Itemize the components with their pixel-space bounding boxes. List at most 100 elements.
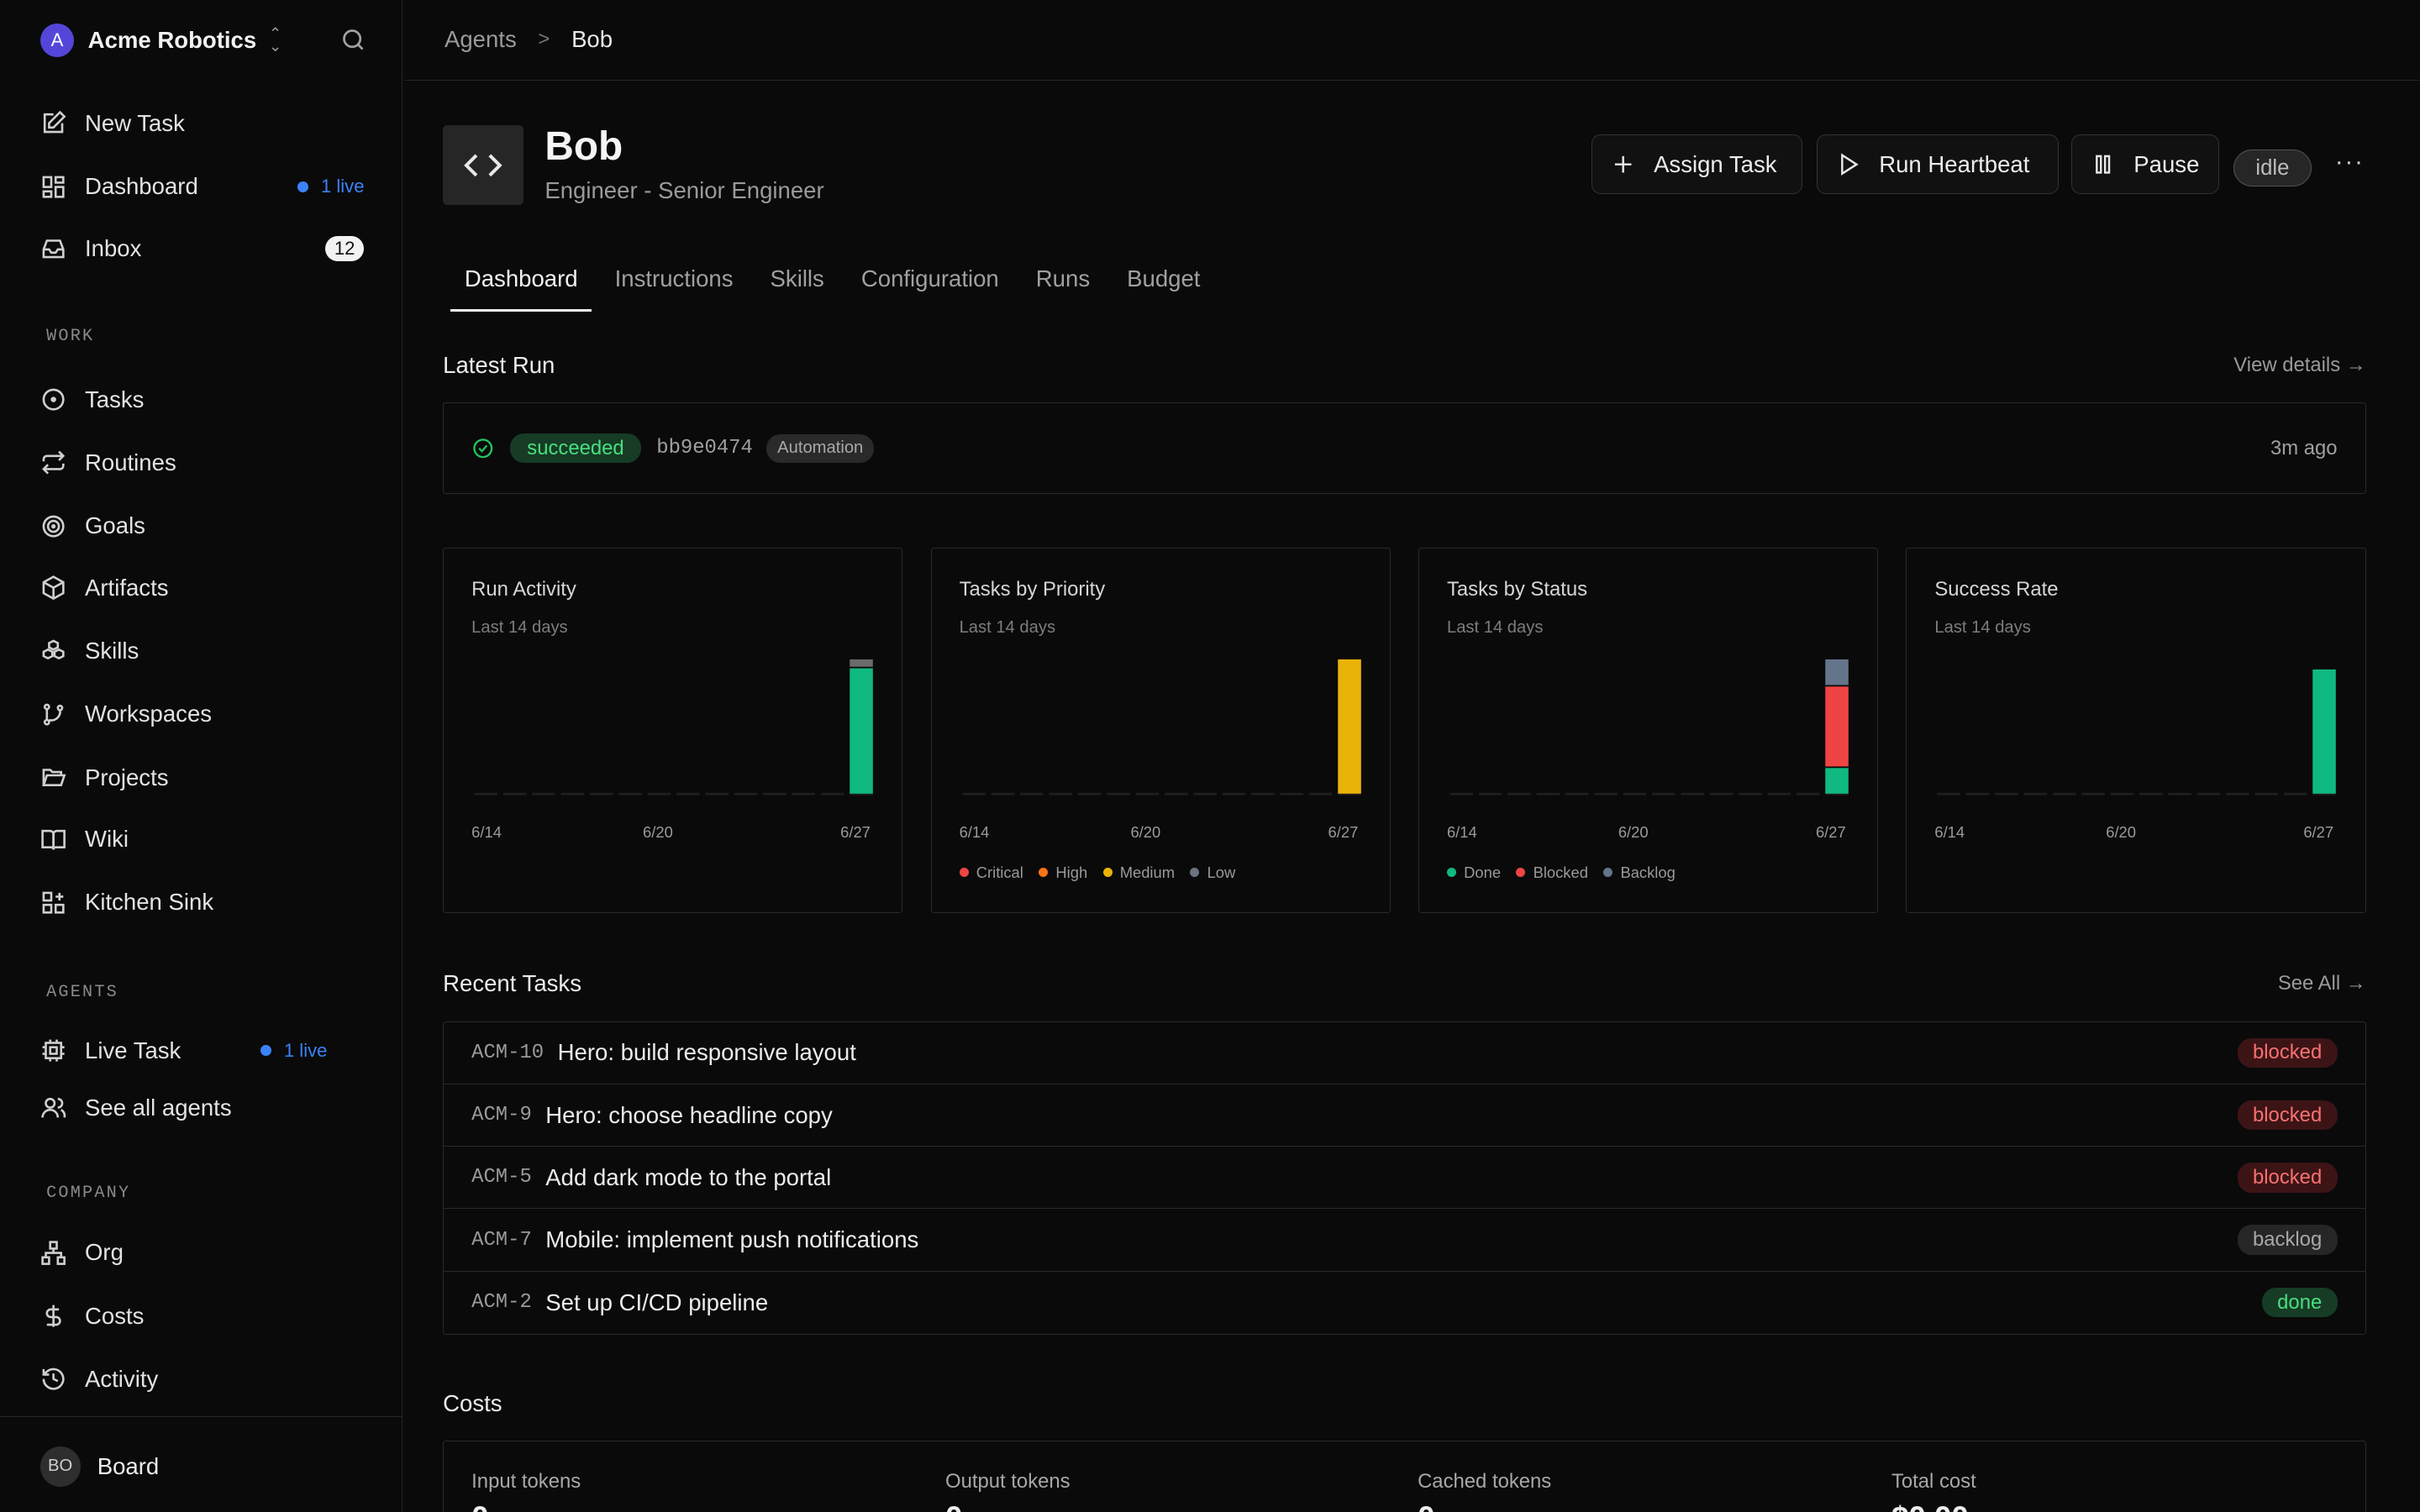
bar-baseline [2312, 793, 2337, 795]
status-badge: backlog [2237, 1225, 2338, 1255]
bar-baseline [1135, 793, 1159, 795]
nav-label: Inbox [85, 234, 142, 261]
tab-skills[interactable]: Skills [770, 265, 824, 291]
bar-baseline [1681, 793, 1704, 795]
tab-budget[interactable]: Budget [1127, 265, 1201, 291]
run-heartbeat-button[interactable]: Run Heartbeat [1816, 134, 2060, 195]
nav-goals[interactable]: Goals [40, 509, 365, 543]
legend-dot [1190, 868, 1200, 878]
total-cost-value: $0.00 [1891, 1500, 1969, 1512]
page-title: Bob [544, 123, 623, 169]
table-row[interactable]: ACM-5 Add dark mode to the portal blocke… [444, 1147, 2365, 1210]
bar-baseline [1966, 793, 1990, 795]
bar-baseline [1077, 793, 1102, 795]
x-tick-label: 6/27 [840, 822, 871, 841]
task-id: ACM-9 [471, 1104, 532, 1127]
nav-label: New Task [85, 109, 185, 136]
bar-baseline [821, 793, 844, 795]
live-indicator: 1 live [260, 1040, 327, 1062]
view-details-link[interactable]: View details → [2233, 353, 2366, 376]
run-time: 3m ago [2270, 436, 2338, 459]
bar-baseline [2139, 793, 2163, 795]
legend-label: High [1055, 863, 1088, 881]
history-icon [42, 1368, 65, 1390]
chart-title: Tasks by Status [1446, 577, 1588, 601]
table-row[interactable]: ACM-7 Mobile: implement push notificatio… [444, 1209, 2365, 1272]
avatar: BO [39, 1446, 81, 1487]
assign-task-button[interactable]: Assign Task [1591, 134, 1803, 195]
bar-baseline [1623, 793, 1647, 795]
nav-wiki[interactable]: Wiki [40, 822, 365, 856]
nav-label: Activity [85, 1366, 159, 1392]
code-icon [464, 154, 502, 176]
legend-dot [1446, 868, 1456, 878]
bar-baseline [474, 793, 498, 795]
nav-projects[interactable]: Projects [40, 760, 365, 794]
nav-tasks[interactable]: Tasks [40, 383, 365, 417]
nav-skills[interactable]: Skills [40, 634, 365, 668]
x-tick-label: 6/27 [1328, 822, 1359, 841]
legend-label: Done [1464, 863, 1502, 881]
bar-baseline [1565, 793, 1589, 795]
table-row[interactable]: ACM-9 Hero: choose headline copy blocked [444, 1084, 2365, 1147]
see-all-link[interactable]: See All → [2277, 972, 2366, 995]
bar-baseline [991, 793, 1014, 795]
workspace-avatar: A [39, 23, 75, 57]
bar-baseline [1825, 793, 1849, 795]
x-tick-label: 6/27 [2303, 822, 2334, 841]
target-icon [42, 515, 65, 538]
pause-icon [2095, 155, 2111, 174]
bar-baseline [1049, 793, 1072, 795]
nav-costs[interactable]: Costs [40, 1299, 365, 1333]
nav-inbox[interactable]: Inbox 12 [40, 232, 365, 265]
nav-dashboard[interactable]: Dashboard 1 live [40, 170, 364, 203]
legend-item: Blocked [1516, 864, 1588, 882]
x-tick-label: 6/20 [2106, 822, 2136, 841]
pause-button[interactable]: Pause [2070, 134, 2220, 195]
chart-plot [1449, 659, 1849, 795]
nav-org[interactable]: Org [40, 1236, 365, 1269]
status-badge: idle [2233, 150, 2312, 187]
nav-see-all-agents[interactable]: See all agents [40, 1091, 365, 1125]
bar-baseline [532, 793, 555, 795]
bar-baseline [2284, 793, 2307, 795]
users-icon [41, 1098, 66, 1118]
breadcrumb-agents[interactable]: Agents [444, 26, 517, 53]
table-row[interactable]: ACM-2 Set up CI/CD pipeline done [444, 1272, 2365, 1334]
nav-live-task[interactable]: Live Task 1 live [40, 1034, 327, 1068]
chart-legend: Critical High Medium Low [959, 863, 1251, 882]
tab-runs[interactable]: Runs [1035, 265, 1091, 291]
nav-routines[interactable]: Routines [40, 446, 365, 480]
board-user[interactable]: BO Board [39, 1446, 159, 1487]
bar-baseline [1478, 793, 1502, 795]
legend-label: Low [1207, 863, 1236, 881]
chart-plot [1937, 669, 2337, 795]
nav-new-task[interactable]: New Task [40, 107, 365, 140]
play-icon [1840, 153, 1859, 176]
nav-label: Workspaces [85, 701, 213, 727]
bar-baseline [2254, 793, 2279, 795]
task-title: Hero: build responsive layout [557, 1039, 856, 1066]
search-icon[interactable] [339, 26, 367, 54]
bar-baseline [1019, 793, 1044, 795]
workspace-switcher[interactable]: A Acme Robotics ⌃ ⌄ [39, 22, 281, 59]
tab-configuration[interactable]: Configuration [860, 265, 999, 291]
bar-baseline [502, 793, 527, 795]
latest-run-card[interactable]: succeeded bb9e0474 Automation 3m ago [443, 402, 2366, 494]
bar-baseline [961, 793, 986, 795]
bar-baseline [1709, 793, 1733, 795]
bar-baseline [1280, 793, 1303, 795]
button-label: Pause [2133, 150, 2200, 177]
sidebar: A Acme Robotics ⌃ ⌄ New Task Dashboard 1 … [0, 0, 403, 1512]
bar-baseline [2226, 793, 2250, 795]
chart-card-success-rate: Success Rate Last 14 days 6/14 6/20 6/27 [1906, 548, 2366, 914]
nav-activity[interactable]: Activity [40, 1362, 365, 1396]
tab-instructions[interactable]: Instructions [614, 265, 734, 291]
tab-dashboard[interactable]: Dashboard [450, 258, 592, 312]
nav-artifacts[interactable]: Artifacts [40, 571, 365, 605]
chart-title: Run Activity [471, 577, 576, 601]
more-icon[interactable]: ··· [2334, 148, 2365, 176]
table-row[interactable]: ACM-10 Hero: build responsive layout blo… [444, 1022, 2365, 1085]
nav-workspaces[interactable]: Workspaces [40, 697, 365, 731]
nav-kitchen-sink[interactable]: Kitchen Sink [40, 885, 365, 919]
